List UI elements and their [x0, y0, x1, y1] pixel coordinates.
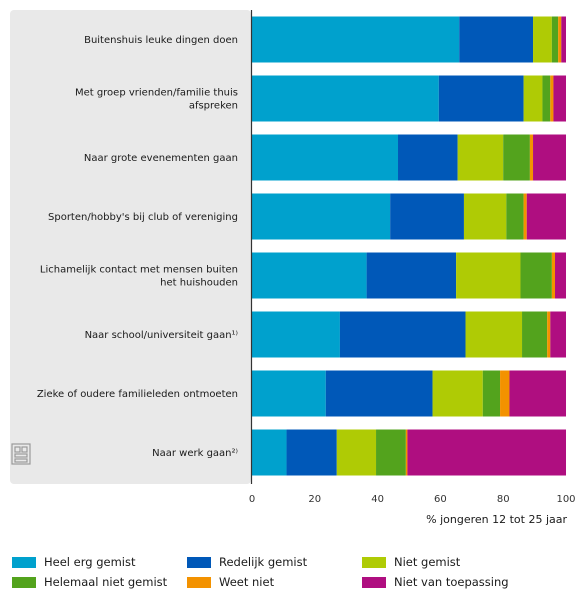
bar-segment — [252, 134, 399, 181]
bar-segment — [252, 311, 340, 358]
bar-segment — [398, 134, 458, 181]
legend-label: Helemaal niet gemist — [44, 575, 168, 589]
bar-segment — [550, 311, 566, 358]
bar-segment — [463, 193, 507, 240]
legend-label: Heel erg gemist — [44, 555, 136, 569]
legend: Heel erg gemist Redelijk gemist Niet gem… — [12, 555, 572, 589]
bar-segment — [457, 134, 504, 181]
bar-segment — [526, 193, 566, 240]
legend-swatch — [187, 576, 211, 588]
legend-swatch — [362, 576, 386, 588]
bar-segment — [542, 75, 551, 122]
legend-item: Redelijk gemist — [187, 555, 362, 569]
x-axis-title: % jongeren 12 tot 25 jaar — [426, 513, 567, 526]
bar-segment — [522, 311, 548, 358]
bar-segment — [551, 16, 559, 63]
label-panel — [10, 10, 251, 484]
x-tick-label: 100 — [556, 494, 575, 505]
bar-segment — [252, 429, 287, 476]
bar-segment — [465, 311, 523, 358]
x-tick-label: 40 — [371, 494, 384, 505]
category-label: Lichamelijk contact met mensen buiten het… — [40, 265, 238, 289]
category-label: Naar grote evenementen gaan — [84, 153, 238, 164]
stacked-bar-chart: Buitenshuis leuke dingen doen Met groep v… — [10, 10, 576, 526]
x-tick-label: 60 — [434, 494, 447, 505]
bar-segment — [366, 252, 457, 299]
bar-segment — [553, 75, 566, 122]
bar-segment — [339, 311, 466, 358]
legend-label: Weet niet — [219, 575, 275, 589]
bar-segment — [252, 16, 460, 63]
bar-segment — [555, 252, 566, 299]
bar-segment — [551, 252, 556, 299]
legend-item: Niet gemist — [362, 555, 562, 569]
bar-segment — [456, 252, 521, 299]
legend-item: Heel erg gemist — [12, 555, 187, 569]
bar-segment — [533, 134, 566, 181]
bar-segment — [432, 370, 483, 417]
legend-swatch — [187, 556, 211, 568]
bar-segment — [286, 429, 337, 476]
bar-segment — [252, 75, 439, 122]
bar-segment — [550, 75, 554, 122]
x-tick-label: 20 — [308, 494, 321, 505]
x-axis-ticks: 0 20 40 60 80 100 — [249, 494, 576, 505]
bar-segment — [558, 16, 562, 63]
legend-item: Weet niet — [187, 575, 362, 589]
bar-segment — [252, 193, 391, 240]
x-tick-label: 0 — [249, 494, 255, 505]
legend-label: Niet van toepassing — [394, 575, 509, 589]
category-label: Zieke of oudere familieleden ontmoeten — [37, 389, 238, 400]
x-tick-label: 80 — [497, 494, 510, 505]
bar-segment — [438, 75, 524, 122]
legend-item: Helemaal niet gemist — [12, 575, 187, 589]
legend-swatch — [12, 556, 36, 568]
category-labels: Buitenshuis leuke dingen doen Met groep v… — [37, 35, 238, 459]
bar-segment — [405, 429, 408, 476]
bar-segment — [500, 370, 510, 417]
bar-segment — [325, 370, 433, 417]
bar-segment — [506, 193, 524, 240]
bar-segment — [503, 134, 530, 181]
bar-segment — [533, 16, 552, 63]
bar-segment — [336, 429, 377, 476]
bar-segment — [407, 429, 566, 476]
legend-label: Niet gemist — [394, 555, 461, 569]
bar-segment — [520, 252, 552, 299]
bars-group — [252, 16, 566, 476]
bar-segment — [523, 193, 527, 240]
legend-swatch — [12, 576, 36, 588]
legend-swatch — [362, 556, 386, 568]
category-label: Naar werk gaan²⁾ — [152, 448, 238, 459]
bar-segment — [252, 370, 326, 417]
bar-segment — [459, 16, 534, 63]
bar-segment — [252, 252, 367, 299]
category-label: Sporten/hobby's bij club of vereniging — [48, 212, 238, 223]
bar-segment — [482, 370, 501, 417]
bar-segment — [561, 16, 566, 63]
category-label: Naar school/universiteit gaan¹⁾ — [85, 330, 238, 341]
bar-segment — [529, 134, 534, 181]
category-label: Met groep vrienden/familie thuis afspreke… — [75, 88, 238, 112]
bar-segment — [547, 311, 551, 358]
legend-item: Niet van toepassing — [362, 575, 562, 589]
bar-segment — [509, 370, 566, 417]
legend-label: Redelijk gemist — [219, 555, 308, 569]
bar-segment — [390, 193, 464, 240]
cbs-logo-icon — [11, 443, 31, 465]
bar-segment — [523, 75, 543, 122]
category-label: Buitenshuis leuke dingen doen — [84, 35, 238, 46]
bar-segment — [376, 429, 406, 476]
